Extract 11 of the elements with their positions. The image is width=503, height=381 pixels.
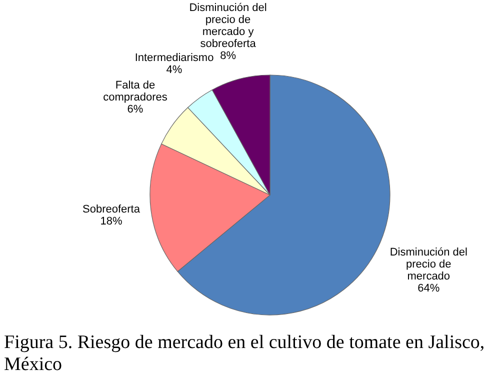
slice-label: Disminución del precio de mercado y sobreoferta xyxy=(189,2,267,50)
data-label: 6% xyxy=(127,104,144,116)
data-label: 4% xyxy=(166,64,182,76)
data-label: 18% xyxy=(100,216,122,228)
slice-label: Intermediarismo xyxy=(134,52,214,64)
text: Figura 5. Riesgo de mercado en el cultivo de tomate en Jalisco, México xyxy=(4,332,485,375)
slice-label: Sobreoferta xyxy=(82,204,141,216)
slice-label: Disminución del precio de mercado xyxy=(390,246,468,282)
data-label: 8% xyxy=(220,50,236,62)
data-label: 64% xyxy=(418,282,440,294)
slice-label: Falta de compradores xyxy=(103,80,168,104)
